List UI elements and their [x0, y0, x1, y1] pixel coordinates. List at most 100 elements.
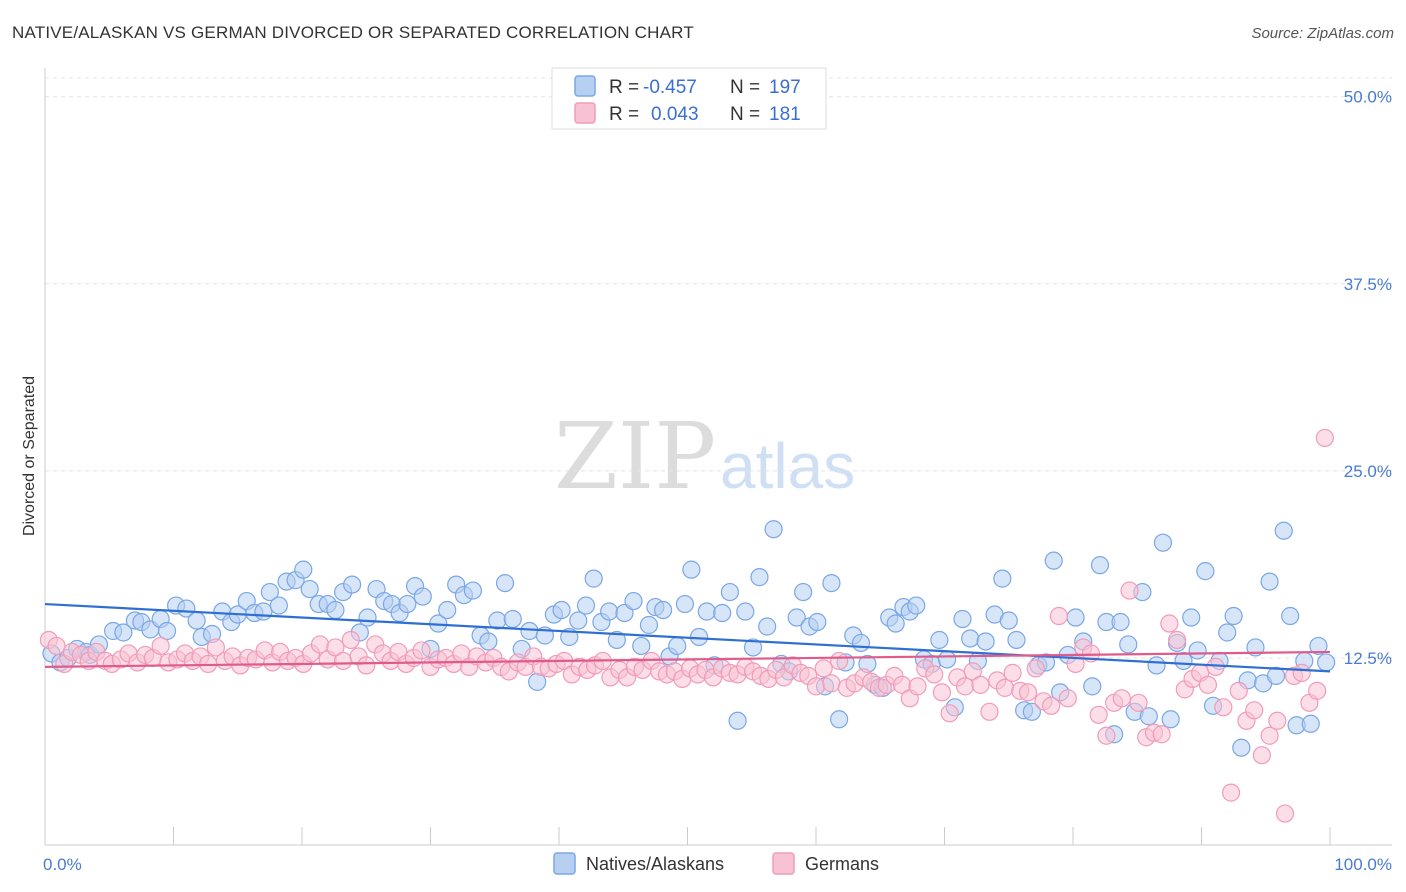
point-0-67: [600, 602, 619, 621]
point-1-116: [955, 677, 975, 696]
y-tick-label-2: 37.5%: [1344, 275, 1392, 294]
y-tick-label-0: 12.5%: [1344, 649, 1392, 668]
point-0-130: [1066, 608, 1085, 627]
point-1-1: [47, 636, 66, 656]
point-0-80: [697, 602, 716, 621]
bottom-legend-swatch-natives: [553, 852, 576, 875]
axes: [44, 68, 1392, 846]
legend-r-value-germans: 0.043: [651, 104, 699, 125]
point-0-25: [260, 582, 279, 602]
point-1-118: [971, 675, 990, 694]
point-1-100: [830, 651, 849, 671]
point-0-77: [675, 594, 695, 614]
point-0-64: [576, 596, 596, 615]
trend-lines: [44, 602, 1331, 673]
point-0-98: [830, 710, 849, 729]
point-0-37: [358, 608, 377, 627]
point-1-147: [1198, 675, 1218, 694]
x-tick-label-0: 0.0%: [43, 855, 82, 874]
point-0-30: [300, 579, 319, 599]
y-tick-label-1: 25.0%: [1344, 462, 1392, 481]
bottom-legend-swatch-germans: [772, 852, 795, 875]
point-0-127: [1044, 551, 1063, 570]
point-0-83: [720, 582, 740, 602]
legend-swatch-germans: [574, 102, 596, 124]
point-1-97: [806, 677, 826, 696]
point-0-152: [1224, 606, 1243, 626]
point-0-84: [728, 711, 747, 730]
point-1-47: [412, 641, 431, 660]
point-1-124: [1018, 683, 1038, 702]
point-1-148: [1206, 657, 1225, 677]
legend-r-label-natives: R =: [609, 77, 639, 98]
point-0-71: [632, 636, 651, 656]
point-0-52: [479, 632, 498, 651]
point-0-133: [1090, 556, 1110, 575]
point-0-92: [787, 608, 806, 627]
point-1-122: [1003, 663, 1022, 682]
point-0-143: [1161, 710, 1180, 729]
point-0-35: [343, 575, 362, 594]
point-0-13: [157, 621, 177, 641]
point-0-50: [463, 581, 483, 600]
point-0-29: [294, 560, 313, 579]
point-0-106: [886, 614, 905, 633]
x-tick-labels: 0.0% 100.0%: [43, 855, 1392, 874]
point-0-157: [1260, 572, 1279, 591]
point-1-137: [1120, 581, 1139, 600]
point-0-116: [961, 629, 980, 648]
point-1-36: [326, 638, 345, 657]
point-1-153: [1245, 701, 1264, 720]
point-1-127: [1042, 696, 1061, 715]
point-1-134: [1097, 726, 1116, 745]
point-1-154: [1252, 746, 1271, 765]
legend-swatch-natives: [574, 75, 596, 97]
point-0-159: [1274, 521, 1293, 540]
point-0-63: [569, 611, 588, 630]
point-1-141: [1152, 725, 1171, 744]
legend-r-value-natives: -0.457: [643, 77, 697, 98]
point-1-162: [1315, 428, 1334, 448]
point-0-164: [1309, 636, 1328, 656]
point-0-158: [1266, 666, 1286, 685]
point-1-98: [814, 659, 833, 678]
point-1-14: [151, 636, 170, 656]
point-0-121: [999, 611, 1018, 630]
bottom-legend-label-natives: Natives/Alaskans: [586, 854, 724, 874]
series-germans-points: [39, 428, 1334, 823]
point-0-140: [1139, 707, 1158, 726]
point-1-99: [822, 674, 841, 693]
point-1-113: [932, 683, 952, 702]
point-1-121: [995, 678, 1014, 697]
point-0-15: [177, 599, 196, 618]
point-0-160: [1281, 606, 1300, 626]
point-0-88: [758, 617, 777, 636]
point-1-133: [1089, 705, 1108, 724]
point-0-97: [822, 573, 841, 593]
point-0-93: [794, 582, 813, 602]
legend-n-label-germans: N =: [730, 104, 760, 125]
point-0-57: [520, 621, 539, 641]
point-1-119: [980, 702, 999, 721]
point-0-137: [1119, 635, 1138, 654]
point-0-112: [930, 630, 949, 650]
point-1-125: [1026, 659, 1045, 678]
y-tick-label-3: 50.0%: [1344, 88, 1392, 107]
point-0-42: [398, 594, 417, 614]
stats-legend: R = -0.457 N = 197 R = 0.043 N = 181: [551, 67, 827, 130]
y-tick-labels: 12.5% 25.0% 37.5% 50.0%: [1344, 88, 1392, 668]
point-1-142: [1160, 614, 1179, 633]
point-0-72: [639, 615, 659, 635]
point-0-147: [1188, 641, 1207, 660]
point-1-143: [1167, 630, 1187, 650]
point-1-149: [1214, 698, 1233, 717]
point-0-86: [743, 638, 763, 657]
point-0-151: [1218, 623, 1237, 642]
point-1-112: [925, 665, 944, 684]
point-0-109: [907, 596, 926, 615]
point-1-117: [963, 662, 982, 681]
point-1-110: [908, 677, 927, 696]
watermark-atlas: atlas: [720, 430, 855, 502]
point-0-145: [1174, 651, 1193, 671]
